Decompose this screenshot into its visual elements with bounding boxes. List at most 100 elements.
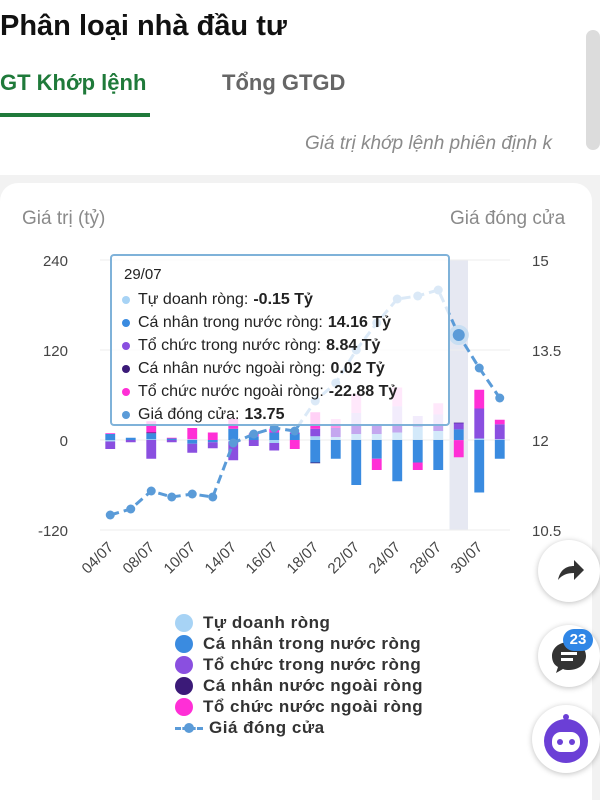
tooltip-row: Tổ chức trong nước ròng: 8.84 Tỷ <box>122 337 380 355</box>
bar-segment <box>105 434 116 440</box>
bar-segment <box>453 440 464 458</box>
legend-item-ca-nhan-trong-nuoc[interactable]: Cá nhân trong nước ròng <box>175 633 423 654</box>
y-tick-label: 120 <box>43 343 68 360</box>
legend-item-tu-doanh[interactable]: Tự doanh ròng <box>175 612 423 633</box>
legend-label: Cá nhân nước ngoài ròng <box>203 675 424 695</box>
bar-segment <box>289 440 300 449</box>
tooltip-label: Tự doanh ròng: <box>138 291 249 308</box>
legend-swatch <box>175 697 193 716</box>
bar-segment <box>146 433 157 440</box>
bar-segment <box>412 440 423 463</box>
bar-segment <box>433 440 444 470</box>
bar-segment <box>371 458 382 470</box>
tooltip-dot <box>122 342 130 350</box>
y2-tick-label: 13.5 <box>532 343 561 360</box>
bar-segment <box>166 438 177 440</box>
bar-segment <box>269 432 280 440</box>
legend-swatch <box>175 613 193 632</box>
bar-segment <box>412 462 423 470</box>
bar-segment <box>433 431 444 440</box>
price-point <box>474 363 484 373</box>
tab-tong-gtgd[interactable]: Tổng GTGD <box>222 70 346 95</box>
bar-segment <box>146 421 157 433</box>
bar-segment <box>146 432 157 434</box>
bar-segment <box>187 440 198 444</box>
active-tab-indicator <box>0 113 150 117</box>
x-tick-label: 24/07 <box>366 539 405 578</box>
tooltip-value: 8.84 Tỷ <box>326 337 381 354</box>
bar-segment <box>371 425 382 434</box>
price-point <box>495 393 505 403</box>
tooltip-label: Cá nhân trong nước ròng: <box>138 314 323 331</box>
tooltip-value: 13.75 <box>244 406 285 423</box>
bar-segment <box>310 440 321 463</box>
y2-tick-label: 12 <box>532 433 549 450</box>
x-tick-label: 18/07 <box>284 539 323 578</box>
tooltip-label: Tổ chức nước ngoài ròng: <box>138 383 324 400</box>
tooltip-value: -22.88 Tỷ <box>328 383 398 400</box>
tooltip-label: Cá nhân nước ngoài ròng: <box>138 360 326 377</box>
legend-item-to-chuc-nuoc-ngoai[interactable]: Tổ chức nước ngoài ròng <box>175 696 423 717</box>
bar-segment <box>310 436 321 440</box>
chart-tooltip: 29/07 Tự doanh ròng: -0.15 Tỷ Cá nhân tro… <box>110 254 450 426</box>
assistant-button[interactable] <box>532 705 600 773</box>
price-point <box>126 504 136 514</box>
legend-item-to-chuc-trong-nuoc[interactable]: Tổ chức trong nước ròng <box>175 654 423 675</box>
tooltip-row: Tổ chức nước ngoài ròng: -22.88 Tỷ <box>122 383 397 401</box>
legend-item-gia-dong-cua[interactable]: Giá đóng cửa <box>175 717 423 738</box>
price-point <box>208 492 218 502</box>
bar-segment <box>146 440 157 459</box>
legend-item-ca-nhan-nuoc-ngoai[interactable]: Cá nhân nước ngoài ròng <box>175 675 423 696</box>
chat-badge: 23 <box>563 629 593 651</box>
bar-segment <box>330 437 341 440</box>
bar-segment <box>269 443 280 451</box>
bar-segment <box>474 408 485 439</box>
chart-legend: Tự doanh ròng Cá nhân trong nước ròng Tổ… <box>175 612 423 738</box>
y2-tick-label: 10.5 <box>532 523 561 540</box>
tooltip-dot <box>122 411 130 419</box>
scrollbar-thumb[interactable] <box>586 30 600 150</box>
bar-segment <box>207 440 218 443</box>
bar-segment <box>187 439 198 440</box>
header: Phân loại nhà đầu tư GT Khớp lệnh Tổng G… <box>0 0 600 175</box>
price-point <box>146 486 156 496</box>
legend-line-swatch <box>175 719 203 737</box>
bar-segment <box>474 438 485 440</box>
x-tick-label: 28/07 <box>407 539 446 578</box>
tooltip-date: 29/07 <box>124 266 162 283</box>
bar-segment <box>494 419 505 425</box>
bar-segment <box>494 439 505 440</box>
page-title: Phân loại nhà đầu tư <box>0 10 287 42</box>
bar-segment <box>187 443 198 453</box>
tab-gt-khop-lenh[interactable]: GT Khớp lệnh <box>0 70 147 95</box>
bar-segment <box>105 441 116 449</box>
bar-segment <box>248 440 259 446</box>
bar-segment <box>166 437 177 439</box>
legend-label: Tổ chức trong nước ròng <box>203 654 422 674</box>
bar-segment <box>392 432 403 440</box>
tooltip-value: -0.15 Tỷ <box>253 291 313 308</box>
price-point <box>290 426 300 436</box>
y2-axis-title: Giá đóng cửa <box>450 208 566 229</box>
x-tick-label: 04/07 <box>79 539 118 578</box>
tooltip-row: Cá nhân nước ngoài ròng: 0.02 Tỷ <box>122 360 385 378</box>
tooltip-row: Giá đóng cửa: 13.75 <box>122 406 284 424</box>
bar-segment <box>207 442 218 449</box>
x-tick-label: 22/07 <box>325 539 364 578</box>
tooltip-dot <box>122 388 130 396</box>
bar-segment <box>392 440 403 482</box>
legend-label: Giá đóng cửa <box>209 717 325 737</box>
tooltip-dot <box>122 365 130 373</box>
bar-segment <box>494 440 505 459</box>
legend-swatch <box>175 676 193 695</box>
bar-segment <box>371 440 382 459</box>
bar-segment <box>474 440 485 493</box>
bar-segment <box>330 440 341 459</box>
price-point <box>187 489 197 499</box>
x-tick-label: 16/07 <box>243 539 282 578</box>
x-tick-label: 08/07 <box>120 539 159 578</box>
price-point <box>105 510 115 520</box>
bar-segment <box>474 389 485 409</box>
share-button[interactable] <box>538 540 600 602</box>
